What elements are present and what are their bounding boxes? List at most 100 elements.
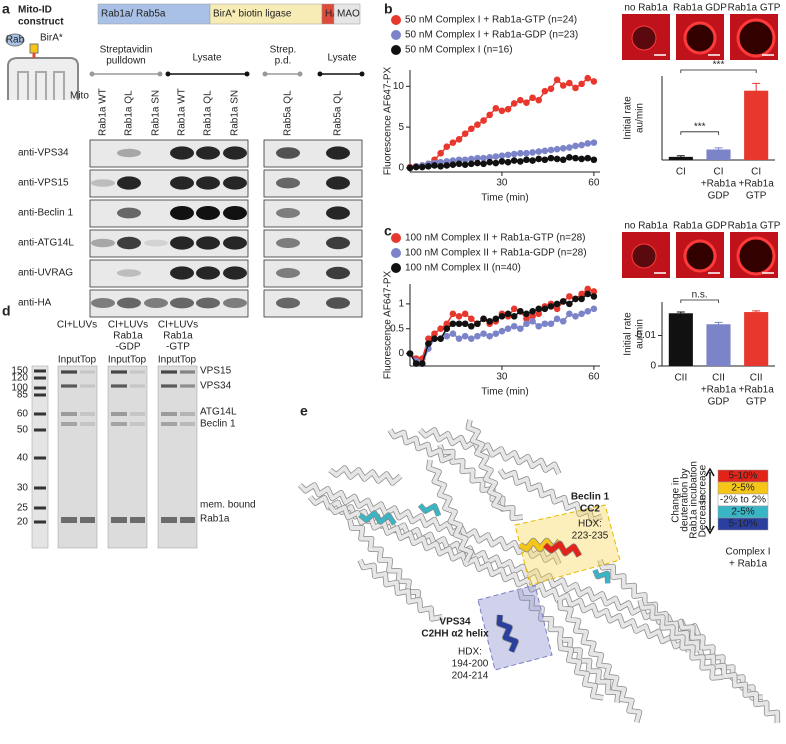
- blot-band: [170, 206, 194, 220]
- data-point: [590, 305, 598, 313]
- hdx-label: HDX:: [458, 647, 482, 658]
- data-point: [535, 148, 543, 155]
- bar: [744, 312, 769, 366]
- lane-label: Rab1a SN: [151, 90, 162, 136]
- ribbon: [638, 599, 723, 680]
- x-tick-label: 60: [588, 372, 600, 383]
- data-point: [461, 161, 469, 168]
- y-tick-label: 0: [398, 163, 404, 174]
- data-point: [547, 154, 555, 162]
- x-axis-title: Time (min): [481, 193, 528, 204]
- data-point: [566, 154, 573, 161]
- y-axis-title: au/min: [635, 103, 646, 133]
- data-point: [578, 141, 585, 149]
- hdx-label: 223-235: [572, 531, 609, 542]
- data-point: [449, 330, 457, 337]
- key-label: 5-10%: [729, 519, 758, 530]
- lane-label: Rab1a WT: [177, 88, 188, 136]
- ladder-band: [34, 386, 46, 390]
- data-point: [504, 310, 512, 318]
- gel-band: [61, 412, 77, 416]
- gel-band: [111, 412, 127, 416]
- antibody-label: anti-HA: [18, 298, 52, 309]
- blot-band: [196, 176, 220, 190]
- group-dot: [244, 71, 250, 77]
- data-point: [541, 305, 549, 313]
- significance-label: ***: [694, 121, 706, 132]
- data-point: [590, 288, 598, 295]
- data-point: [425, 340, 432, 347]
- y-tick-label: 5: [398, 122, 404, 133]
- y-tick-label: 0: [398, 348, 404, 359]
- significance-label: ***: [713, 60, 725, 71]
- key-swatch: [717, 517, 769, 531]
- blot-band: [223, 206, 247, 220]
- data-point: [437, 335, 444, 342]
- condition-label: -GTP: [166, 342, 190, 353]
- band-label: Rab1a: [200, 514, 230, 525]
- significance-bracket: [680, 299, 719, 303]
- hdx-label: 194-200: [452, 659, 489, 670]
- ribbon: [558, 639, 604, 700]
- error-bar: [676, 155, 685, 158]
- beclin-box: [514, 504, 621, 586]
- data-point: [584, 74, 592, 82]
- gel-band: [80, 517, 95, 523]
- x-tick-label: CII: [712, 373, 725, 384]
- group-header: p.d.: [275, 56, 292, 67]
- data-point: [498, 327, 506, 335]
- ribbon: [358, 559, 443, 621]
- condition-label: CI+LUVs: [57, 320, 97, 331]
- data-point: [559, 298, 567, 305]
- gel-band: [61, 370, 77, 374]
- group-dot: [165, 71, 171, 77]
- ladder-band: [34, 412, 46, 416]
- error-bar: [676, 311, 685, 315]
- band-label: ATG14L: [200, 407, 237, 418]
- gel-band: [180, 517, 195, 523]
- mito-cristae: [17, 71, 65, 100]
- gel-band: [130, 517, 145, 523]
- data-point: [412, 163, 420, 171]
- data-point: [480, 154, 487, 162]
- lane-label: Input: [58, 355, 80, 366]
- data-point: [566, 293, 573, 300]
- blot-band: [117, 207, 141, 219]
- gel-band: [180, 422, 195, 426]
- data-point: [517, 96, 524, 104]
- series-line: [409, 288, 595, 360]
- data-point: [480, 117, 487, 124]
- key-title: Rab1a incubation: [689, 461, 700, 539]
- gel-band: [80, 412, 95, 416]
- data-point: [486, 154, 493, 161]
- group-dot: [317, 71, 323, 77]
- data-point: [480, 160, 487, 168]
- data-point: [437, 325, 444, 333]
- data-point: [449, 161, 457, 168]
- x-tick-label: CII: [674, 373, 687, 384]
- x-tick-label: CII: [750, 373, 763, 384]
- data-point: [406, 164, 414, 172]
- group-header: Strep.: [270, 45, 297, 56]
- ladder-band: [34, 428, 46, 432]
- gel-band: [130, 370, 145, 374]
- gel-band: [180, 384, 195, 388]
- vesicle: [631, 243, 657, 269]
- icon-label: BirA*: [40, 33, 63, 44]
- legend-marker: [391, 15, 401, 25]
- data-point: [449, 320, 457, 328]
- key-arrow: [705, 467, 715, 535]
- vesicle: [736, 18, 776, 58]
- group-header: pulldown: [106, 56, 145, 67]
- data-point: [437, 149, 444, 157]
- data-point: [578, 155, 585, 163]
- vesicle: [736, 236, 776, 276]
- data-point: [578, 310, 585, 318]
- marker-label: 30: [17, 483, 29, 494]
- ribbon: [298, 483, 561, 565]
- blot-band: [170, 297, 194, 309]
- key-title: deuteration by: [680, 468, 691, 531]
- y-tick-label: 0: [650, 361, 656, 372]
- y-tick-label: 10: [393, 81, 405, 92]
- data-point: [559, 82, 567, 89]
